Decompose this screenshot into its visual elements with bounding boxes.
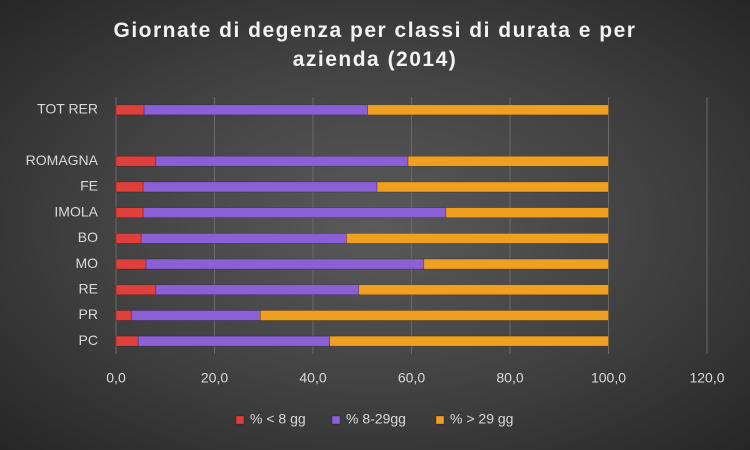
bar-segment [130,310,261,321]
bar-segment [407,155,609,167]
bar-segment [137,335,331,347]
bar-segment [260,310,609,321]
bar-segment [346,233,609,244]
bar-segment [140,233,347,244]
bar-segment [115,258,147,270]
x-tick-label: 40,0 [299,370,326,386]
bar-segment [423,258,609,270]
x-tick-label: 60,0 [398,370,425,386]
bar-segment [143,104,368,116]
bar-segment [115,181,144,193]
y-tick-label: RE [79,280,98,296]
bar-segment [115,233,142,244]
bar-segment [115,104,145,116]
legend-label: % < 8 gg [250,411,306,427]
chart-title: Giornate di degenza per classi di durata… [113,19,637,71]
bar-segment [142,181,378,193]
y-tick-label: MO [75,255,98,271]
y-tick-label: PC [79,332,98,348]
bar-segment [142,207,447,218]
y-tick-label: TOT RER [37,101,98,117]
x-tick-label: 0,0 [106,370,126,386]
bar-segment [358,284,609,296]
bar-segment [115,155,157,167]
bar-segment [155,155,409,167]
bar-segment [115,335,139,347]
legend-marker [235,415,245,425]
y-tick-label: FE [80,178,98,194]
bar-segment [115,284,157,296]
y-tick-label: BO [78,229,98,245]
bar-segment [445,207,609,218]
x-tick-label: 80,0 [496,370,523,386]
y-tick-label: PR [79,306,98,322]
y-tick-label: ROMAGNA [26,152,99,168]
y-tick-label: IMOLA [54,203,98,219]
bar-segment [329,335,609,347]
bar-segment [145,258,425,270]
legend-marker [331,415,341,425]
legend-label: % > 29 gg [450,411,513,427]
bar-segment [155,284,360,296]
legend-marker [435,415,445,425]
x-tick-label: 100,0 [591,370,626,386]
legend-label: % 8-29gg [346,411,406,427]
bar-segment [115,310,132,321]
x-tick-label: 120,0 [689,370,724,386]
bar-segment [115,207,144,218]
bar-segment [376,181,609,193]
bar-segment [367,104,609,116]
x-tick-label: 20,0 [201,370,228,386]
